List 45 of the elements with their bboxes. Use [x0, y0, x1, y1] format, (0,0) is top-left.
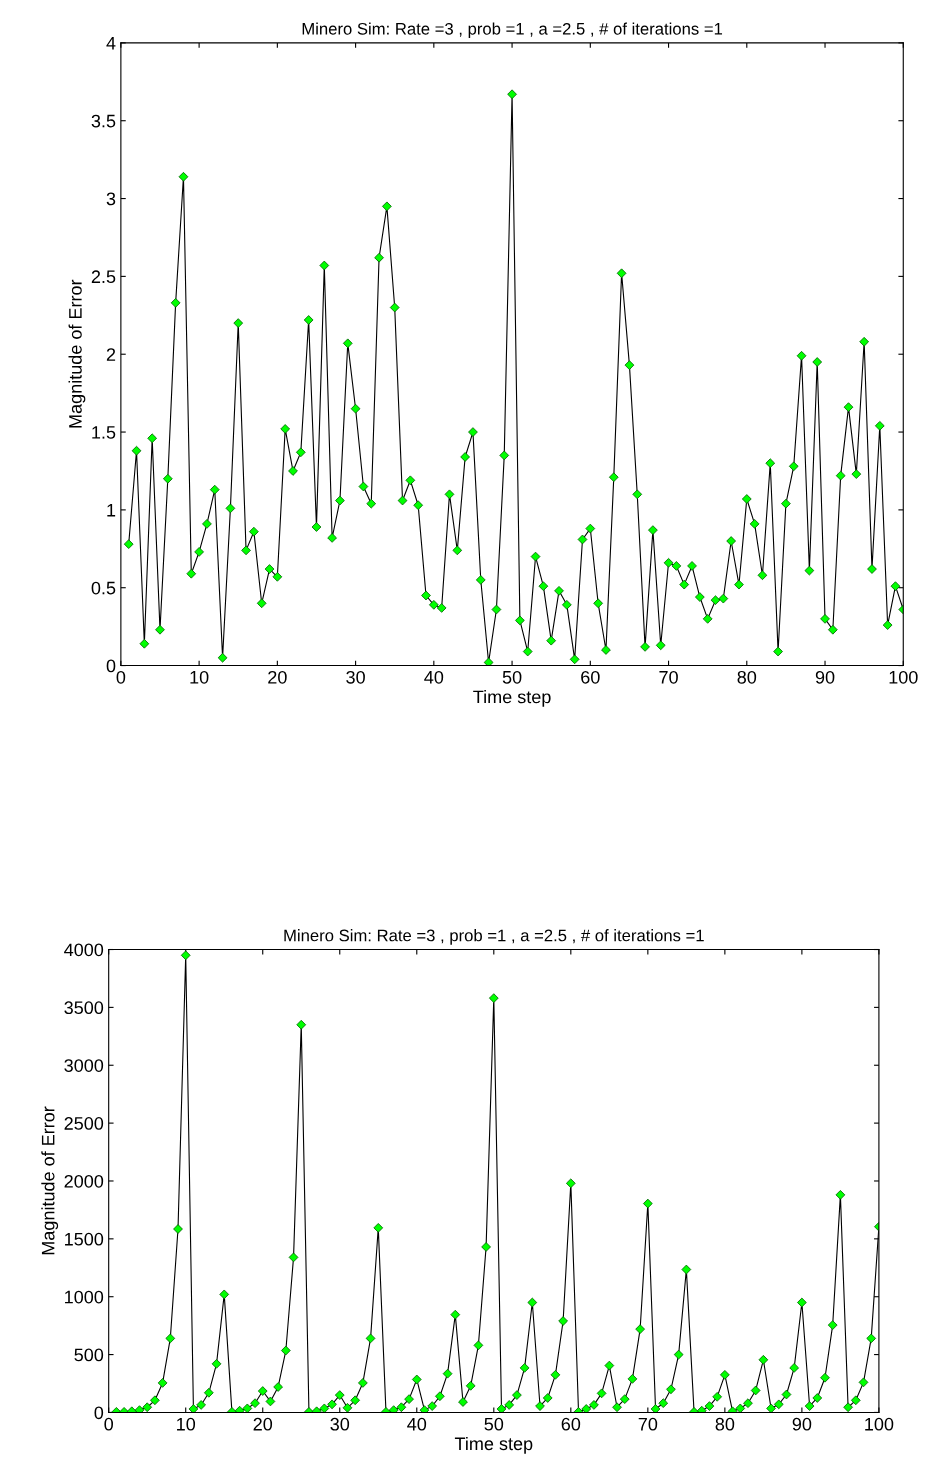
y-tick-label: 1.5 — [92, 426, 116, 439]
x-tick-label: 60 — [581, 670, 600, 684]
x-tick-label: 10 — [190, 670, 209, 684]
y-tick-label: 1500 — [65, 1232, 104, 1246]
y-tick-label: 500 — [74, 1348, 104, 1362]
y-tick-label: 2000 — [64, 1174, 104, 1188]
y-tick-label: 1000 — [65, 1290, 104, 1304]
y-tick-label: 4000 — [64, 943, 104, 957]
x-tick-label: 90 — [815, 670, 835, 684]
x-tick-label: 30 — [330, 1417, 350, 1431]
x-tick-label: 20 — [268, 670, 287, 684]
y-tick-label: 3500 — [64, 1001, 104, 1015]
x-tick-label: 30 — [346, 670, 365, 684]
x-axis-title: Time step — [473, 690, 551, 707]
y-tick-label: 2 — [106, 348, 116, 361]
x-tick-label: 0 — [116, 670, 126, 684]
chart-title: Minero Sim: Rate =3 , prob =1 , a =2.5 , # of iterations =1 — [302, 22, 723, 39]
x-tick-label: 40 — [424, 670, 444, 684]
y-tick-label: 3.5 — [91, 114, 116, 128]
y-tick-label: 2.5 — [91, 270, 116, 284]
x-tick-label: 70 — [659, 670, 678, 684]
x-tick-label: 40 — [407, 1417, 427, 1431]
x-tick-label: 100 — [865, 1417, 894, 1431]
x-tick-label: 90 — [792, 1417, 812, 1431]
x-axis-title: Time step — [454, 1436, 533, 1454]
y-tick-label: 0 — [106, 659, 116, 673]
x-tick-label: 50 — [484, 1417, 504, 1431]
x-tick-label: 80 — [737, 670, 757, 684]
x-tick-label: 100 — [889, 670, 918, 684]
y-tick-label: 0 — [94, 1406, 104, 1420]
x-tick-label: 50 — [502, 670, 522, 684]
chart-title: Minero Sim: Rate =3 , prob =1 , a =2.5 , # of iterations =1 — [284, 929, 704, 945]
y-tick-label: 0.5 — [91, 581, 116, 595]
x-tick-label: 60 — [561, 1417, 581, 1431]
y-axis-title: Magnitude of Error — [41, 1106, 59, 1255]
y-tick-label: 1 — [107, 504, 116, 517]
x-tick-label: 80 — [715, 1417, 735, 1431]
y-tick-label: 2500 — [64, 1117, 104, 1130]
x-tick-label: 20 — [253, 1417, 273, 1431]
x-tick-label: 70 — [638, 1417, 658, 1431]
x-tick-label: 10 — [177, 1417, 196, 1431]
y-tick-label: 3000 — [64, 1059, 104, 1072]
y-tick-label: 3 — [106, 192, 116, 206]
y-axis-title: Magnitude of Error — [68, 279, 86, 428]
y-tick-label: 4 — [106, 37, 116, 50]
